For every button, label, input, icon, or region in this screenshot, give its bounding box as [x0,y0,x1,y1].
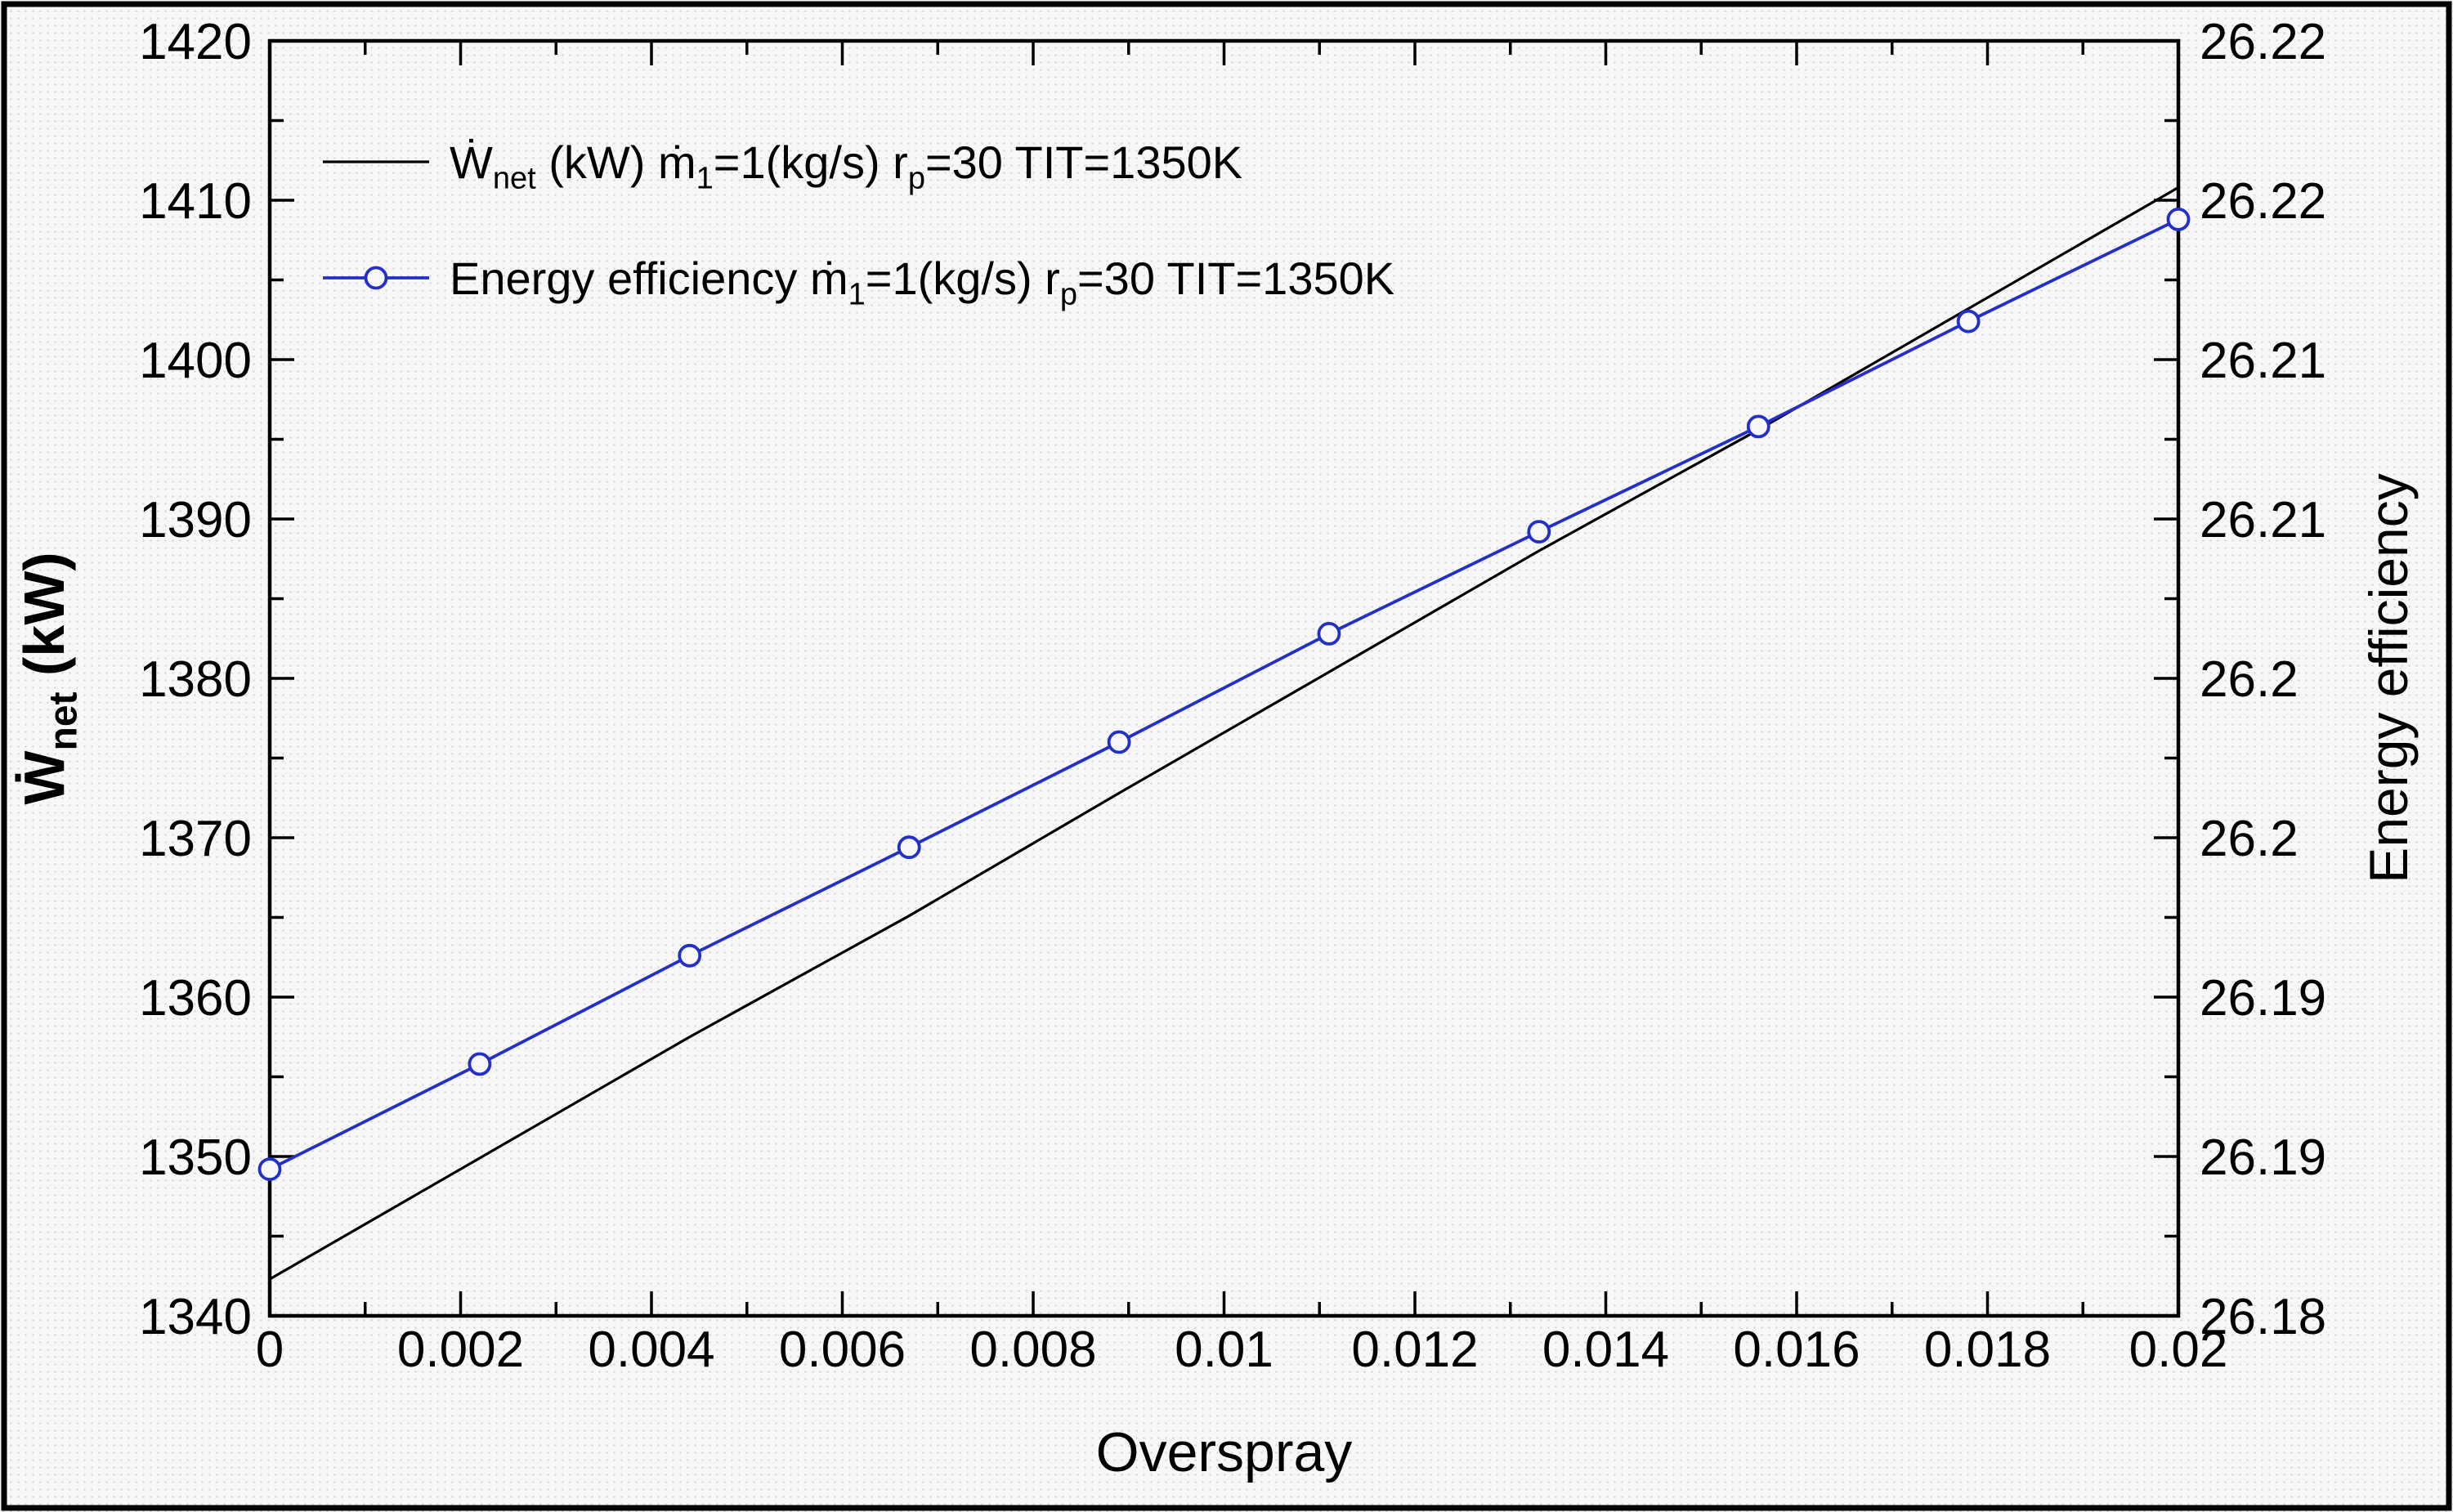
y-left-tick-label: 1390 [139,492,252,548]
legend-wnet-label: Ẇnet (kW) ṁ1=1(kg/s) rp=30 TIT=1350K [450,136,1242,195]
x-tick-label: 0.008 [969,1322,1096,1378]
y-left-tick-label: 1420 [139,14,252,70]
subscript-text: p [908,161,925,195]
x-axis-title: Overspray [1096,1421,1353,1483]
y-right-axis-title: Energy efficiency [2358,473,2419,883]
efficiency-series-marker [897,835,921,860]
subscript-text: 1 [696,161,714,195]
y-left-axis-title: Ẇnet (kW) [12,552,85,804]
x-tick-label: 0.012 [1351,1322,1478,1378]
x-tick-label: 0.018 [1924,1322,2051,1378]
y-left-tick-label: 1380 [139,651,252,708]
label-text: (kW) [12,552,76,691]
y-right-tick-label: 26.2 [2200,811,2299,867]
x-tick-label: 0.016 [1733,1322,1860,1378]
x-tick-label: 0.004 [588,1322,714,1378]
legend-efficiency-label: Energy efficiency ṁ1=1(kg/s) rp=30 TIT=1… [450,253,1394,311]
y-right-tick-label: 26.18 [2200,1289,2326,1345]
subscript-text: net [42,691,85,750]
y-right-tick-label: 26.19 [2200,1130,2326,1186]
efficiency-series-marker [2166,207,2191,231]
label-text: =1(kg/s) r [714,136,908,188]
efficiency-series-marker [1107,730,1131,754]
efficiency-series-marker [678,943,702,968]
plot-frame [267,38,2181,1318]
y-right-tick-label: 26.22 [2200,173,2326,230]
efficiency-series-marker [468,1052,492,1076]
x-tick-label: 0.01 [1175,1322,1274,1378]
label-text: (kW) ṁ [536,136,696,188]
efficiency-series-marker [257,1157,282,1181]
efficiency-series-line [269,217,2179,1171]
efficiency-series-marker [1527,520,1551,544]
x-tick-label: 0.02 [2129,1322,2228,1378]
y-right-tick-label: 26.21 [2200,333,2326,389]
y-right-tick-label: 26.19 [2200,970,2326,1027]
x-tick-label: 0.002 [397,1322,524,1378]
efficiency-series-marker [1746,414,1770,439]
label-text: =30 TIT=1350K [925,136,1242,188]
y-left-tick-label: 1370 [139,811,252,867]
label-text: Energy efficiency ṁ [450,253,848,304]
y-left-tick-label: 1350 [139,1130,252,1186]
y-left-tick-label: 1410 [139,173,252,230]
label-text: Ẇ [450,136,493,188]
x-tick-label: 0 [256,1322,284,1378]
legend-efficiency-marker-sample [364,266,388,290]
y-left-tick-label: 1340 [139,1289,252,1345]
x-tick-label: 0.006 [779,1322,906,1378]
efficiency-series-marker [1317,622,1341,646]
subscript-text: net [493,161,536,195]
label-text: =1(kg/s) r [866,253,1060,304]
y-right-tick-label: 26.21 [2200,492,2326,548]
y-left-tick-label: 1400 [139,333,252,389]
x-tick-label: 0.014 [1542,1322,1669,1378]
label-text: =30 TIT=1350K [1077,253,1394,304]
subscript-text: p [1060,277,1077,311]
efficiency-series-marker [1956,309,1981,333]
label-text: Ẇ [12,751,76,805]
y-left-tick-label: 1360 [139,970,252,1027]
wnet-series-line [269,186,2179,1281]
y-right-tick-label: 26.22 [2200,14,2326,70]
subscript-text: 1 [848,277,866,311]
y-right-tick-label: 26.2 [2200,651,2299,708]
